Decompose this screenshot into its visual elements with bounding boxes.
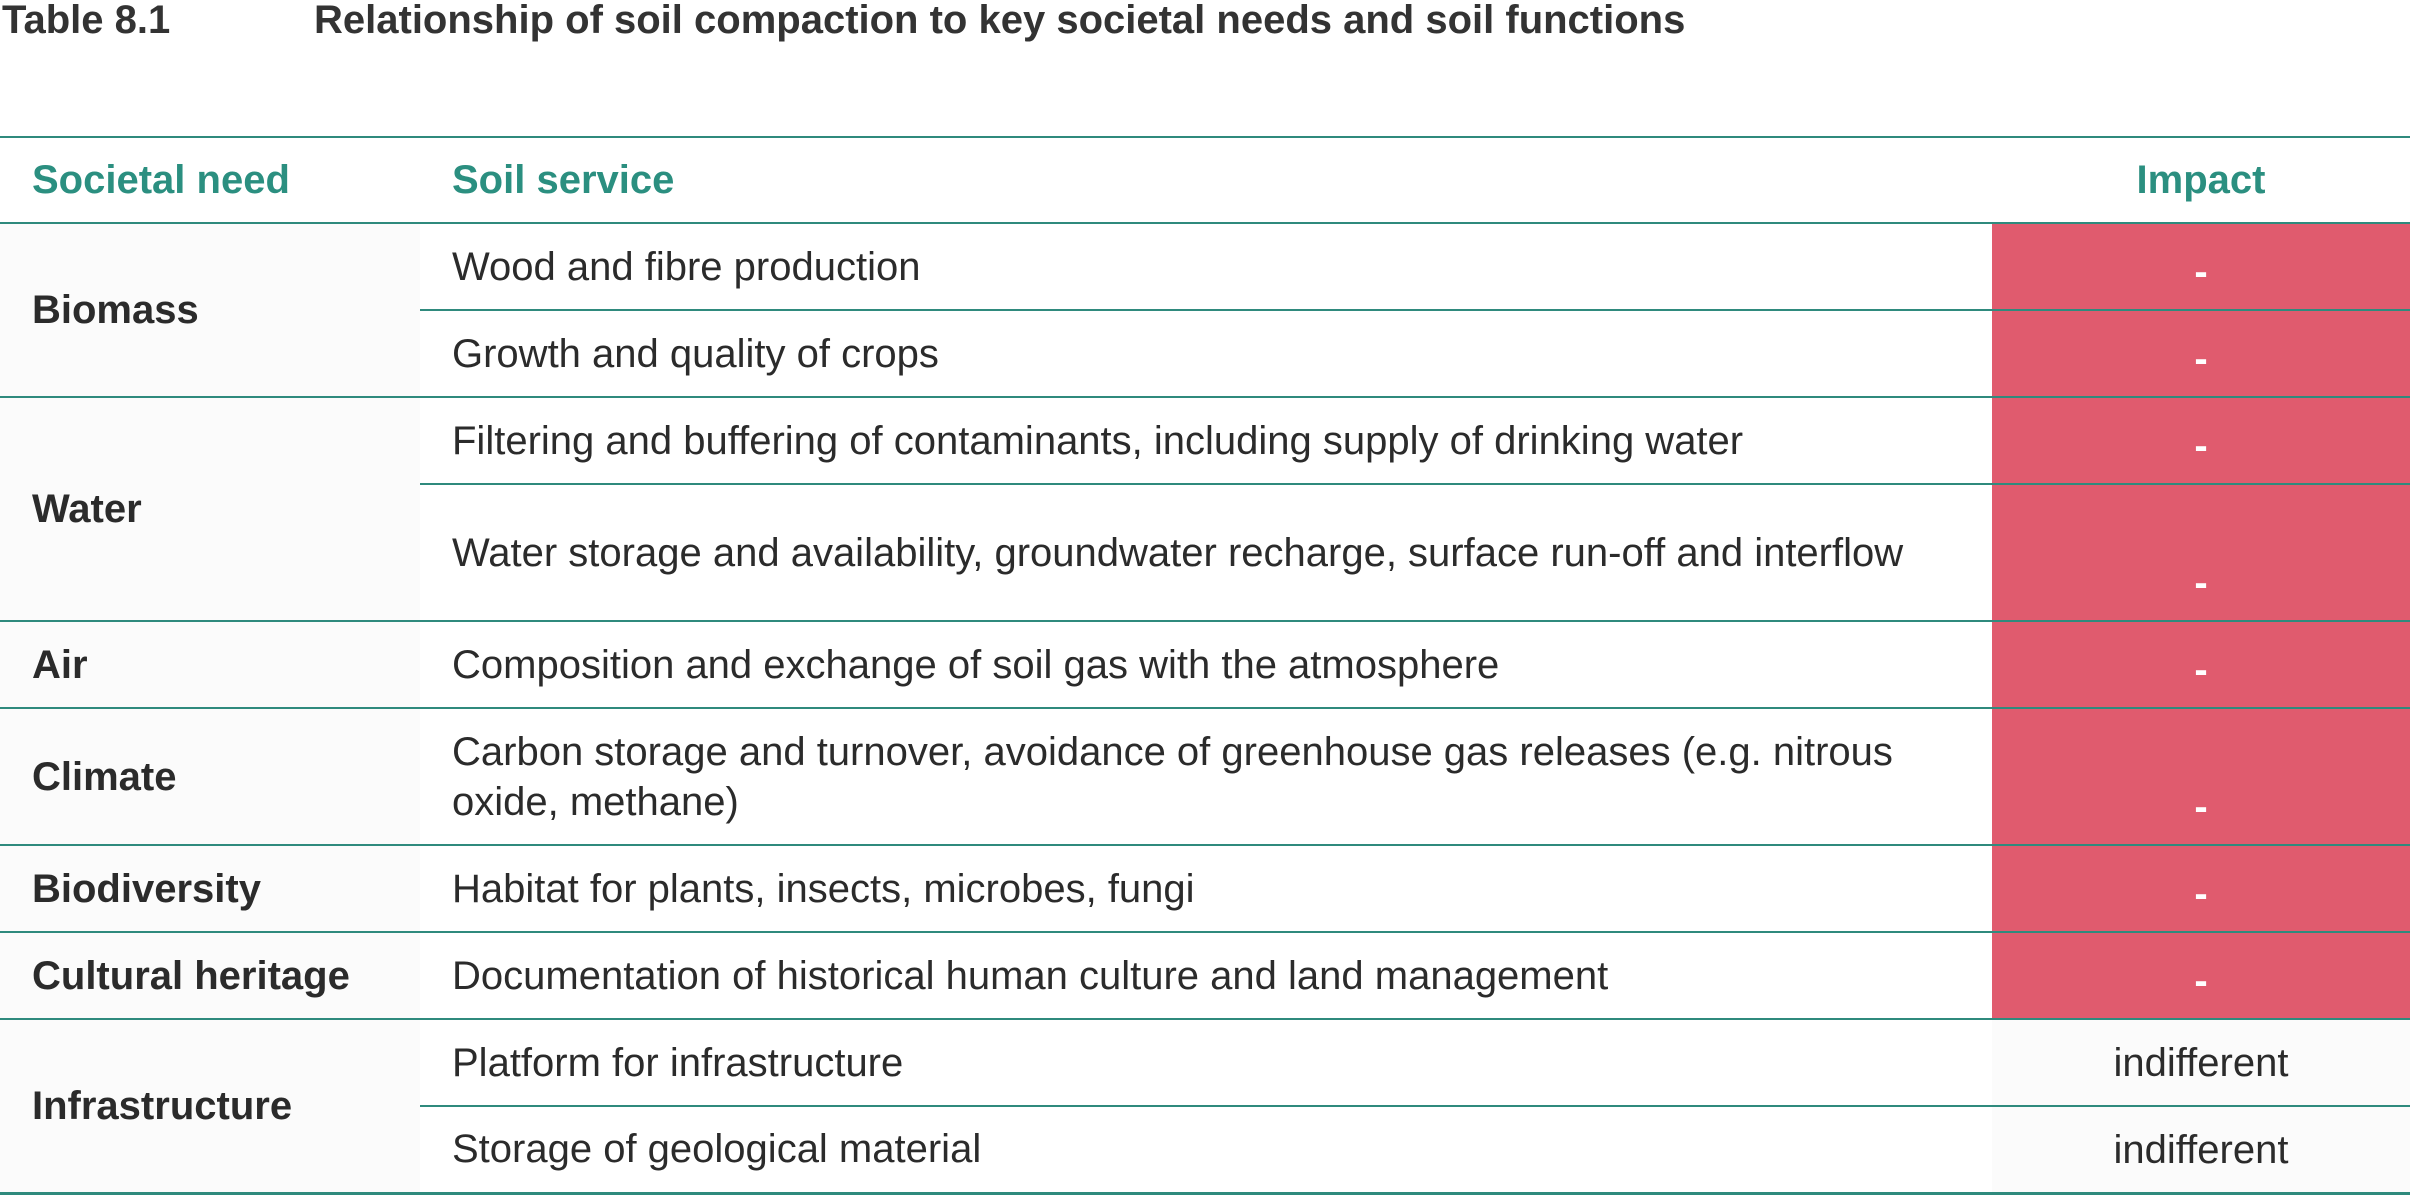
table-row: Climate Carbon storage and turnover, avo… xyxy=(0,708,2410,846)
impact-cell: indifferent xyxy=(1992,1106,2410,1195)
service-cell: Growth and quality of crops xyxy=(420,310,1992,398)
service-cell: Composition and exchange of soil gas wit… xyxy=(420,621,1992,709)
service-cell: Platform for infrastructure xyxy=(420,1019,1992,1107)
header-row: Societal need Soil service Impact xyxy=(0,137,2410,224)
service-cell: Habitat for plants, insects, microbes, f… xyxy=(420,845,1992,933)
service-cell: Filtering and buffering of contaminants,… xyxy=(420,397,1992,485)
table-number: Table 8.1 xyxy=(2,0,171,42)
header-soil-service: Soil service xyxy=(420,137,1992,224)
impact-cell: - xyxy=(1992,708,2410,846)
table-row: Biomass Wood and fibre production - xyxy=(0,223,2410,398)
service-cell: Storage of geological material xyxy=(420,1106,1992,1195)
impact-cell: - xyxy=(1992,845,2410,933)
need-cell: Biomass xyxy=(0,223,420,398)
impact-cell: - xyxy=(1992,310,2410,398)
need-cell: Air xyxy=(0,621,420,709)
table-row: Growth and quality of crops - xyxy=(0,310,2410,398)
table-title: Relationship of soil compaction to key s… xyxy=(314,0,1686,42)
need-cell: Water xyxy=(0,397,420,622)
table-row: Water Filtering and buffering of contami… xyxy=(0,397,2410,622)
need-cell: Infrastructure xyxy=(0,1019,420,1195)
impact-cell: indifferent xyxy=(1992,1019,2410,1107)
soil-compaction-table: Societal need Soil service Impact Biomas… xyxy=(0,136,2410,1195)
need-cell: Biodiversity xyxy=(0,845,420,933)
table-row: Infrastructure Platform for infrastructu… xyxy=(0,1019,2410,1195)
need-cell: Climate xyxy=(0,708,420,846)
impact-cell: - xyxy=(1992,621,2410,709)
header-societal-need: Societal need xyxy=(0,137,420,224)
table-row: Storage of geological material indiffere… xyxy=(0,1106,2410,1195)
service-cell: Carbon storage and turnover, avoidance o… xyxy=(420,708,1992,846)
impact-cell: - xyxy=(1992,484,2410,622)
table-row: Cultural heritage Documentation of histo… xyxy=(0,932,2410,1020)
impact-cell: - xyxy=(1992,223,2410,311)
table-row: Biodiversity Habitat for plants, insects… xyxy=(0,845,2410,933)
service-cell: Water storage and availability, groundwa… xyxy=(420,484,1992,622)
impact-cell: - xyxy=(1992,932,2410,1020)
impact-cell: - xyxy=(1992,397,2410,485)
need-cell: Cultural heritage xyxy=(0,932,420,1020)
service-cell: Documentation of historical human cultur… xyxy=(420,932,1992,1020)
table-row: Air Composition and exchange of soil gas… xyxy=(0,621,2410,709)
table-row: Water storage and availability, groundwa… xyxy=(0,484,2410,622)
service-cell: Wood and fibre production xyxy=(420,223,1992,311)
header-impact: Impact xyxy=(1992,137,2410,224)
